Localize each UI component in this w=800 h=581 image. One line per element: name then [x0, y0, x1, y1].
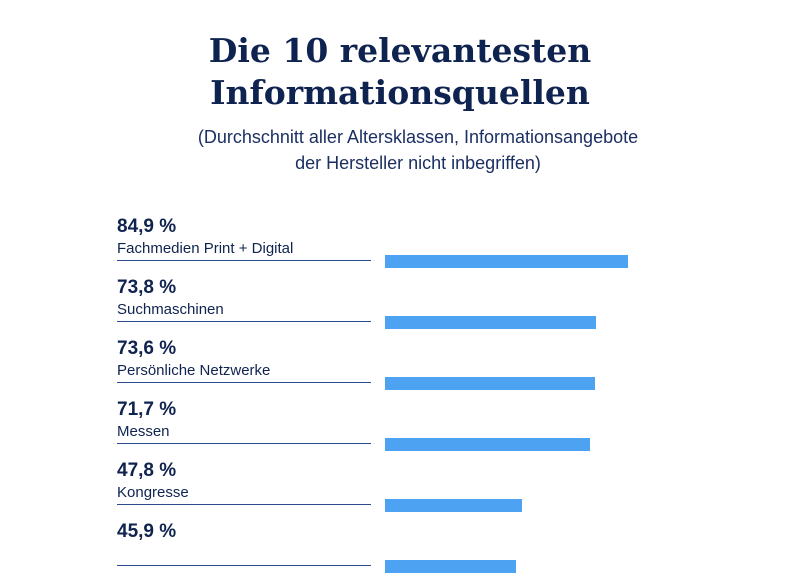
- chart-subtitle-line-1: (Durchschnitt aller Altersklassen, Infor…: [197, 127, 639, 147]
- row-divider: [117, 321, 371, 322]
- chart-row: 47,8 % Kongresse: [117, 459, 371, 520]
- data-label-value: 84,9 %: [117, 216, 177, 237]
- row-divider: [117, 565, 371, 566]
- row-divider: [117, 504, 371, 505]
- chart-title: Die 10 relevantesten Informationsquellen: [0, 30, 800, 114]
- bar: [385, 377, 595, 390]
- category-label: Kongresse: [117, 484, 189, 501]
- bar: [385, 316, 596, 329]
- category-label: Messen: [117, 423, 170, 440]
- row-divider: [117, 260, 371, 261]
- data-label-value: 47,8 %: [117, 460, 177, 481]
- bar: [385, 560, 516, 573]
- chart-subtitle: (Durchschnitt aller Altersklassen, Infor…: [0, 124, 800, 176]
- bar: [385, 499, 522, 512]
- data-label-value: 73,8 %: [117, 277, 177, 298]
- bar: [385, 438, 590, 451]
- bar: [385, 255, 628, 268]
- chart-title-line-1: Die 10 relevantesten: [208, 31, 592, 70]
- category-label: Suchmaschinen: [117, 301, 224, 318]
- category-label: Fachmedien Print + Digital: [117, 240, 294, 257]
- data-label-value: 73,6 %: [117, 338, 177, 359]
- chart-row: 73,8 % Suchmaschinen: [117, 276, 371, 337]
- data-label-value: 71,7 %: [117, 399, 177, 420]
- chart-row: 84,9 % Fachmedien Print + Digital: [117, 215, 371, 276]
- chart-row: 73,6 % Persönliche Netzwerke: [117, 337, 371, 398]
- row-divider: [117, 382, 371, 383]
- chart-subtitle-line-2: der Hersteller nicht inbegriffen): [295, 153, 541, 173]
- data-label-value: 45,9 %: [117, 521, 177, 542]
- chart-title-line-2: Informationsquellen: [210, 73, 590, 112]
- chart-row: 71,7 % Messen: [117, 398, 371, 459]
- row-divider: [117, 443, 371, 444]
- category-label: Persönliche Netzwerke: [117, 362, 271, 379]
- chart-row: 45,9 %: [117, 520, 371, 581]
